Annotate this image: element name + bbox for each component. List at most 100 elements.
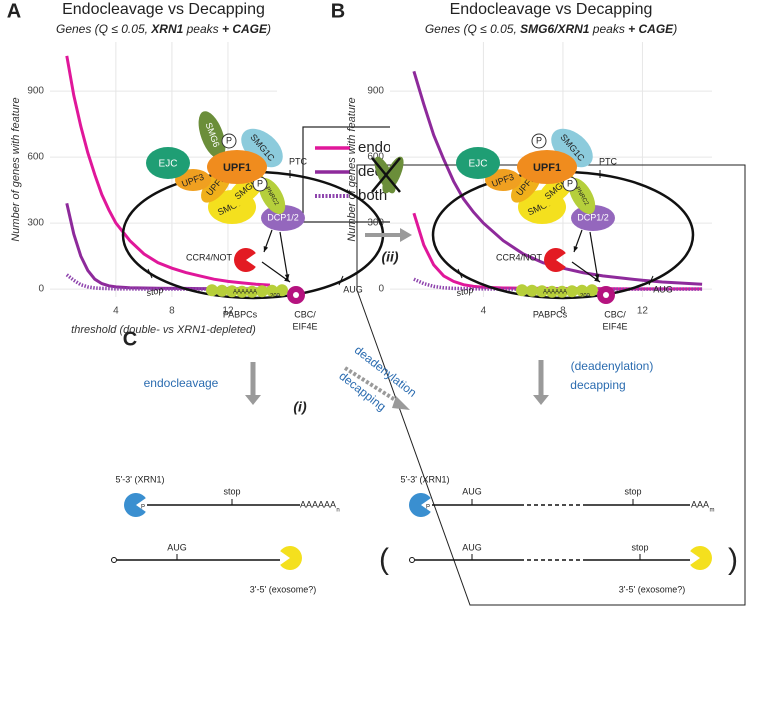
pabpc <box>556 285 568 298</box>
subtitle-part: + CAGE <box>628 22 674 36</box>
arrow-head <box>284 276 290 282</box>
pabpc <box>576 284 588 297</box>
arrow-head <box>284 274 290 280</box>
pabpc <box>226 285 238 298</box>
label: PTC <box>289 156 308 166</box>
pabpc <box>256 285 268 298</box>
pabpc <box>546 285 558 298</box>
label: 4 <box>113 306 119 317</box>
arrow-head <box>594 276 600 282</box>
label: 0 <box>378 284 384 295</box>
label: P <box>141 505 145 511</box>
arrow-head <box>245 395 261 405</box>
label: ) <box>728 543 738 576</box>
phospho <box>221 133 237 149</box>
label: (ii) <box>381 249 398 265</box>
protein <box>261 205 305 231</box>
label: 0 <box>38 284 44 295</box>
pabpc <box>266 284 278 297</box>
label: P <box>567 178 573 188</box>
label: CCR4/NOT <box>496 252 543 262</box>
tick <box>648 275 654 286</box>
dashed-arrow <box>343 366 402 405</box>
label: stop <box>624 486 641 496</box>
pabpc <box>246 285 258 298</box>
tick <box>457 268 463 279</box>
arrow-head <box>392 396 410 410</box>
label: P <box>536 135 542 145</box>
subtitle-part: SMG6/XRN1 <box>520 22 590 36</box>
xrn1 <box>123 493 146 517</box>
label: DCP1/2 <box>577 212 609 222</box>
pabpc <box>206 284 218 297</box>
exosome <box>280 546 302 570</box>
series-line <box>413 277 703 291</box>
label: both <box>358 187 387 204</box>
label: 200 <box>580 294 591 300</box>
subtitle-part: peaks <box>589 22 628 36</box>
protein <box>485 169 521 191</box>
series-line <box>65 55 271 287</box>
label: 300 <box>27 218 44 229</box>
label: n <box>336 508 339 514</box>
label: PTC <box>599 156 618 166</box>
label: 4 <box>481 306 487 317</box>
subtitle: Genes (Q ≤ 0.05, SMG6/XRN1 peaks + CAGE) <box>425 22 677 36</box>
protein <box>456 147 500 179</box>
arrow <box>589 231 599 281</box>
arrow-head <box>594 274 600 280</box>
pabpc <box>516 284 528 297</box>
tick <box>147 268 153 279</box>
label: endocleavage <box>144 376 219 390</box>
label: AUG <box>167 542 187 552</box>
subtitle-part: + CAGE <box>222 22 268 36</box>
ccr4-not <box>544 248 566 272</box>
label: P <box>226 135 232 145</box>
label: UPF1 <box>223 162 251 174</box>
label: AUG <box>653 284 673 294</box>
label: 600 <box>367 152 384 163</box>
label: 300 <box>367 218 384 229</box>
label: AUG <box>462 486 482 496</box>
arrow-head <box>400 228 412 242</box>
label: 900 <box>367 86 384 97</box>
subtitle-part: ) <box>265 22 271 36</box>
subtitle-part: peaks <box>183 22 222 36</box>
label: PABPCs <box>223 309 258 319</box>
label: (i) <box>293 399 307 415</box>
label: CBC/ <box>604 309 626 319</box>
pabpc <box>216 284 228 297</box>
label: threshold (double- vs XRN1-depleted) <box>71 324 256 336</box>
label: EJC <box>469 159 488 170</box>
label: AAAAAA <box>543 290 567 296</box>
label: m <box>710 508 715 514</box>
frame <box>356 164 746 606</box>
label: EJC <box>159 159 178 170</box>
label: (deadenylation) <box>571 359 654 373</box>
label: 5'-3' (XRN1) <box>116 474 165 484</box>
phospho <box>531 133 547 149</box>
protein <box>517 150 577 184</box>
label: PABPCs <box>533 309 568 319</box>
pabpc <box>276 284 288 297</box>
label: B <box>331 0 345 22</box>
protein <box>175 169 211 191</box>
xrn1 <box>409 493 431 517</box>
label: stop <box>223 486 240 496</box>
protein <box>146 147 190 179</box>
exosome <box>690 546 712 570</box>
arrow-head <box>533 395 549 405</box>
label: 3'-5' (exosome?) <box>250 584 316 594</box>
tick <box>338 275 344 286</box>
protein <box>198 111 226 159</box>
subtitle-part: ) <box>671 22 677 36</box>
label: CCR4/NOT <box>186 252 233 262</box>
label: 600 <box>27 152 44 163</box>
label: 8 <box>169 306 175 317</box>
label: Number of genes with feature <box>346 97 358 241</box>
subtitle-part: Genes (Q ≤ 0.05, <box>56 22 151 36</box>
arrow-head <box>263 246 269 252</box>
label: stop <box>146 285 165 298</box>
subtitle-part: Genes (Q ≤ 0.05, <box>425 22 520 36</box>
